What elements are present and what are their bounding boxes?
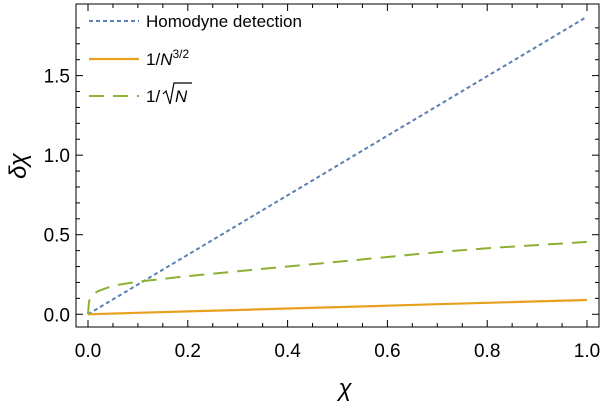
legend: Homodyne detection 1/N3/2 1/ N (89, 12, 302, 106)
y-tick-label: 0.0 (44, 305, 70, 326)
y-tick-label: 1.5 (44, 67, 70, 88)
axis-ticks: 0.0 0.2 0.4 0.6 0.8 1.0 0.0 0.5 1.0 1.5 (44, 4, 600, 362)
legend-label-homodyne: Homodyne detection (146, 12, 302, 31)
series-line-0 (87, 15, 588, 316)
y-tick-label: 1.0 (44, 146, 70, 167)
y-axis-label: δχ (5, 152, 32, 179)
series-line-1 (87, 298, 588, 316)
legend-label-sqrtn-n: N (175, 87, 188, 106)
x-tick-label: 1.0 (574, 341, 600, 362)
x-tick-label: 0.2 (175, 341, 201, 362)
y-tick-label: 0.5 (44, 226, 70, 247)
legend-label-sqrtn: 1/ (146, 87, 160, 106)
series-line-2 (87, 240, 588, 315)
x-tick-label: 0.8 (474, 341, 500, 362)
x-tick-label: 0.0 (75, 341, 101, 362)
x-tick-label: 0.6 (374, 341, 400, 362)
x-tick-label: 0.4 (274, 341, 301, 362)
legend-label-n32: 1/N3/2 (146, 47, 189, 69)
series-lines (87, 15, 588, 316)
legend-sqrt-sign (162, 82, 192, 105)
x-axis-label: χ (336, 375, 352, 402)
